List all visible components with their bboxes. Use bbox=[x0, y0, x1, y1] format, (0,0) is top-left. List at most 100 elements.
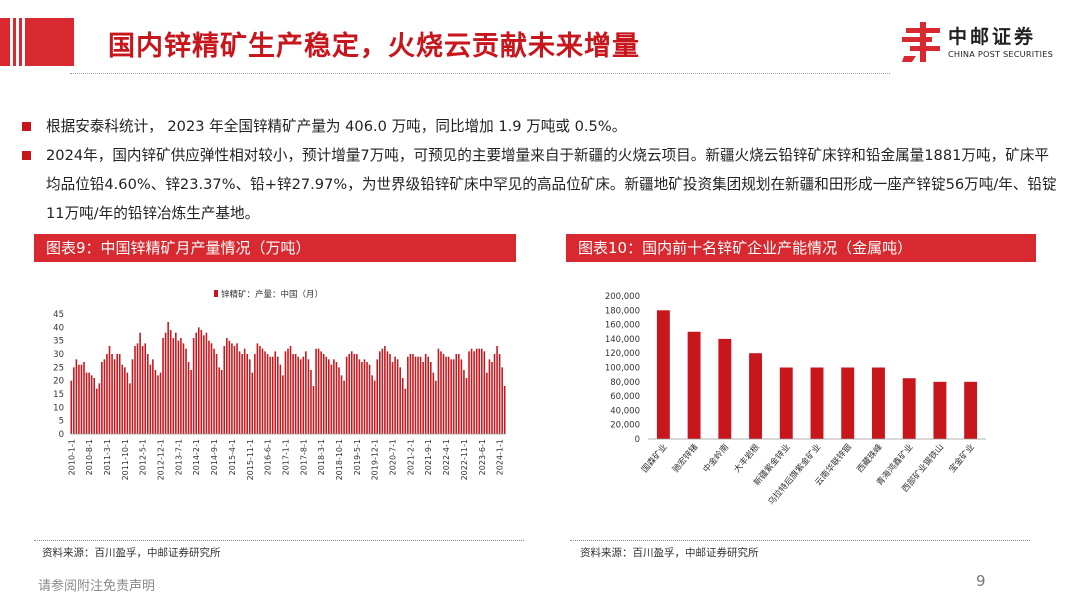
bar bbox=[305, 351, 307, 434]
bar bbox=[749, 353, 762, 439]
bar bbox=[317, 348, 320, 434]
bar bbox=[205, 332, 208, 434]
bar bbox=[259, 346, 261, 434]
bar bbox=[121, 364, 124, 434]
bar bbox=[223, 346, 226, 434]
x-tick-label: 2017-8-1 bbox=[299, 439, 308, 475]
bar bbox=[297, 356, 299, 434]
legend-swatch bbox=[214, 290, 218, 297]
bar bbox=[320, 351, 322, 434]
bar bbox=[442, 354, 445, 434]
bar bbox=[366, 362, 368, 434]
y-tick-label: 45 bbox=[53, 310, 64, 320]
left-chart-source: 资料来源：百川盈孚，中邮证券研究所 bbox=[42, 547, 221, 559]
bar bbox=[208, 340, 210, 434]
bar bbox=[478, 348, 481, 434]
bar bbox=[315, 348, 317, 434]
y-tick-label: 5 bbox=[59, 417, 64, 427]
bar bbox=[473, 351, 475, 434]
bar bbox=[373, 380, 376, 434]
bar bbox=[401, 378, 404, 434]
bar bbox=[435, 380, 437, 434]
bar bbox=[358, 359, 361, 434]
bar bbox=[251, 372, 254, 434]
x-tick-label: 2016-6-1 bbox=[264, 439, 273, 475]
bar bbox=[353, 354, 356, 434]
bar bbox=[134, 346, 136, 434]
bar bbox=[480, 348, 483, 434]
bar bbox=[491, 362, 493, 434]
bar bbox=[371, 375, 373, 434]
x-tick-label: 2015-11-1 bbox=[246, 439, 255, 480]
page-title: 国内锌精矿生产稳定，火烧云贡献未来增量 bbox=[108, 31, 640, 62]
bar bbox=[299, 359, 302, 434]
bar bbox=[284, 351, 287, 434]
bar bbox=[455, 354, 458, 434]
bar bbox=[220, 370, 223, 434]
bar bbox=[440, 351, 442, 434]
bar bbox=[159, 372, 162, 434]
y-tick-label: 160,000 bbox=[605, 321, 640, 331]
top10-capacity-chart: 0 20,000 40,000 60,000 80,000 100,000 120,000 1… bbox=[566, 272, 1036, 540]
bar bbox=[389, 354, 391, 434]
x-tick-label: 2012-12-1 bbox=[157, 439, 166, 480]
bar bbox=[172, 338, 175, 434]
bar bbox=[718, 338, 732, 439]
bar bbox=[381, 348, 384, 434]
bar bbox=[154, 370, 157, 434]
bar bbox=[101, 362, 103, 434]
legend-label: 锌精矿：产量：中国（月） bbox=[221, 289, 323, 300]
header-stripes bbox=[10, 18, 30, 66]
bar bbox=[475, 348, 478, 434]
bar bbox=[340, 375, 343, 434]
disclaimer-note: 请参阅附注免责声明 bbox=[38, 579, 156, 594]
bar bbox=[248, 359, 251, 434]
bar bbox=[964, 381, 978, 439]
left-source-divider bbox=[34, 540, 524, 541]
bar bbox=[182, 343, 185, 434]
bar bbox=[236, 343, 238, 434]
bar bbox=[902, 378, 916, 439]
bar bbox=[503, 386, 506, 434]
bar bbox=[409, 354, 412, 434]
bar bbox=[450, 359, 452, 434]
y-tick-label: 15 bbox=[53, 390, 64, 400]
x-tick-label: 2014-9-1 bbox=[210, 439, 219, 475]
bar bbox=[141, 346, 144, 434]
bar bbox=[95, 388, 98, 434]
bar bbox=[274, 351, 277, 434]
bar bbox=[429, 362, 432, 434]
bar bbox=[103, 359, 106, 434]
bar bbox=[139, 332, 141, 434]
bar bbox=[496, 346, 498, 434]
y-tick-label: 40 bbox=[53, 323, 64, 333]
bar bbox=[335, 362, 338, 434]
logo-text-cn: 中邮证券 bbox=[948, 26, 1037, 48]
bar bbox=[933, 381, 947, 439]
bar bbox=[361, 362, 363, 434]
bar bbox=[294, 354, 297, 434]
bar bbox=[218, 367, 220, 434]
bar bbox=[228, 340, 231, 434]
y-tick-label: 140,000 bbox=[605, 335, 640, 345]
bar bbox=[384, 346, 386, 434]
page-number: 9 bbox=[976, 572, 986, 590]
x-tick-label: 2012-5-1 bbox=[139, 439, 148, 475]
bar bbox=[279, 364, 282, 434]
bar bbox=[437, 348, 440, 434]
bar bbox=[231, 343, 233, 434]
bar bbox=[391, 362, 394, 434]
bar bbox=[146, 354, 149, 434]
x-tick-label: 2018-3-1 bbox=[317, 439, 326, 475]
x-tick-label: 2015-4-1 bbox=[228, 439, 237, 475]
y-tick-label: 80,000 bbox=[610, 378, 640, 388]
y-tick-label: 180,000 bbox=[605, 306, 640, 316]
bar bbox=[226, 338, 228, 434]
x-tick-label: 2019-12-1 bbox=[371, 439, 380, 480]
bar bbox=[325, 356, 328, 434]
bar bbox=[73, 367, 75, 434]
bar bbox=[338, 367, 340, 434]
y-tick-label: 35 bbox=[53, 337, 64, 347]
x-category-label: 中金岭南 bbox=[701, 442, 731, 475]
x-tick-label: 2011-3-1 bbox=[103, 439, 112, 475]
